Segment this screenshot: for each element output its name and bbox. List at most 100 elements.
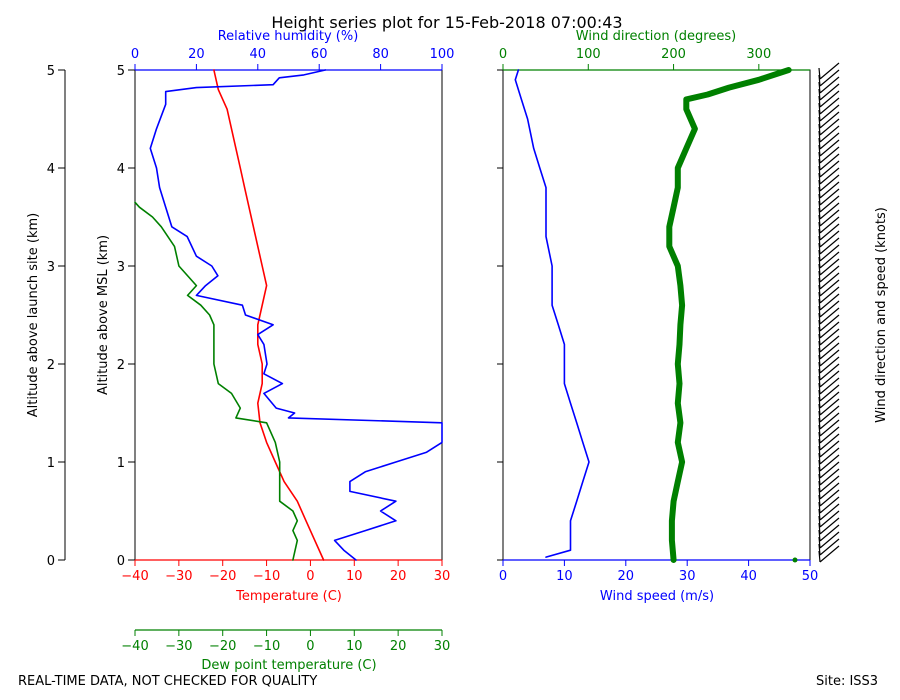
- wspd-tick-label: 10: [556, 569, 573, 584]
- wind-barb: [818, 265, 840, 283]
- wind-barb: [818, 468, 840, 486]
- rh-tick-label: 100: [430, 47, 455, 62]
- wind-barb: [818, 377, 840, 395]
- wdir-tick-label: 300: [746, 47, 771, 62]
- wind-barb: [818, 307, 840, 325]
- wind-barb: [818, 286, 840, 304]
- rh-tick-label: 20: [188, 47, 205, 62]
- series-humidity: [149, 69, 443, 561]
- msl-altitude-axis-label: Altitude above MSL (km): [96, 235, 111, 395]
- wdir-tick-label: 200: [661, 47, 686, 62]
- launch-alt-tick-label: 3: [47, 260, 55, 275]
- wind-barb: [818, 83, 840, 101]
- wind-barb: [818, 524, 840, 542]
- wind-barb: [818, 69, 840, 87]
- wind-barb: [818, 349, 840, 367]
- wind-barb: [818, 461, 840, 479]
- wind-barb: [818, 433, 840, 451]
- launch-alt-tick-label: 5: [47, 64, 55, 79]
- dew-tick-label: 0: [306, 639, 314, 654]
- wind-barb: [818, 335, 840, 353]
- wind-barb: [818, 139, 840, 157]
- temp-tick-label: −40: [121, 569, 148, 584]
- msl-alt-tick-label: 3: [117, 260, 125, 275]
- wind-barb: [818, 153, 840, 171]
- wind-barb: [818, 314, 840, 332]
- msl-alt-tick-label: 0: [117, 554, 125, 569]
- wdir-tick-label: 100: [576, 47, 601, 62]
- dew-tick-label: 20: [390, 639, 407, 654]
- dew-tick-label: −40: [121, 639, 148, 654]
- wspd-tick-label: 20: [618, 569, 635, 584]
- left-plot-frame: [134, 69, 443, 561]
- wind-barb: [818, 209, 840, 227]
- wind-barb: [818, 440, 840, 458]
- dew-tick-label: 30: [434, 639, 451, 654]
- wind-barb: [818, 370, 840, 388]
- wind-barb: [818, 174, 840, 192]
- msl-alt-tick-label: 4: [117, 162, 125, 177]
- rh-tick-label: 0: [131, 47, 139, 62]
- wind-barb: [818, 356, 840, 374]
- wind-barb: [818, 482, 840, 500]
- launch-alt-tick-label: 1: [47, 456, 55, 471]
- wdir-tick-label: 0: [499, 47, 507, 62]
- wind-barb: [818, 419, 840, 437]
- wind-barb: [818, 188, 840, 206]
- temp-tick-label: 20: [390, 569, 407, 584]
- wind-barb: [818, 412, 840, 430]
- series-wind-dir: [666, 67, 792, 563]
- wind-barb: [818, 272, 840, 290]
- temp-axis-label: Temperature (C): [235, 589, 342, 604]
- launch-altitude-axis-label: Altitude above launch site (km): [26, 213, 41, 417]
- quality-disclaimer: REAL-TIME DATA, NOT CHECKED FOR QUALITY: [18, 674, 318, 689]
- launch-alt-tick-label: 2: [47, 358, 55, 373]
- wind-barb: [818, 62, 840, 80]
- site-label: Site: ISS3: [816, 674, 879, 689]
- wind-barb: [818, 538, 840, 556]
- wind-barb: [818, 398, 840, 416]
- wind-barb: [818, 125, 840, 143]
- wind-barb: [818, 160, 840, 178]
- wind-barb: [818, 279, 840, 297]
- right-plot-frame: [502, 69, 811, 561]
- launch-alt-tick-label: 0: [47, 554, 55, 569]
- dew-tick-label: −30: [165, 639, 192, 654]
- wspd-tick-label: 50: [802, 569, 819, 584]
- msl-alt-tick-label: 1: [117, 456, 125, 471]
- wind-barb: [818, 293, 840, 311]
- wind-barb: [818, 76, 840, 94]
- dew-tick-label: −20: [209, 639, 236, 654]
- wind-barb: [818, 489, 840, 507]
- wind-barbs: [792, 62, 840, 563]
- rh-tick-label: 60: [311, 47, 328, 62]
- wind-barb: [818, 223, 840, 241]
- wind-barb: [818, 132, 840, 150]
- wind-dir-marker: [792, 557, 798, 563]
- wind-barb: [818, 146, 840, 164]
- wspd-tick-label: 40: [740, 569, 757, 584]
- wind-barb: [818, 258, 840, 276]
- wind-barb: [818, 244, 840, 262]
- wdir-axis-label: Wind direction (degrees): [576, 29, 736, 44]
- wind-barb: [818, 97, 840, 115]
- wind-barb: [818, 475, 840, 493]
- wind-barb: [818, 363, 840, 381]
- wind-barb: [818, 167, 840, 185]
- wspd-axis-label: Wind speed (m/s): [600, 589, 714, 604]
- wind-barb: [818, 405, 840, 423]
- wind-barb: [818, 230, 840, 248]
- rh-axis-label: Relative humidity (%): [218, 29, 359, 44]
- wind-barb: [818, 216, 840, 234]
- wind-barb: [818, 237, 840, 255]
- msl-alt-tick-label: 5: [117, 64, 125, 79]
- wind-barb: [818, 496, 840, 514]
- wind-barb: [818, 391, 840, 409]
- temp-tick-label: 30: [434, 569, 451, 584]
- msl-alt-tick-label: 2: [117, 358, 125, 373]
- rh-tick-label: 80: [372, 47, 389, 62]
- wind-barb: [818, 104, 840, 122]
- barb-axis-label: Wind direction and speed (knots): [874, 207, 889, 423]
- dew-tick-label: −10: [253, 639, 280, 654]
